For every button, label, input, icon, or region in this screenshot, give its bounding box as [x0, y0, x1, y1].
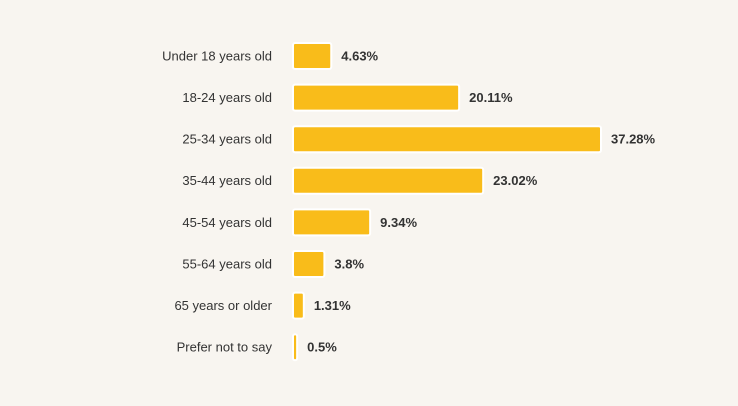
- bar: [292, 83, 461, 112]
- value-label: 4.63%: [341, 48, 378, 63]
- bar: [292, 208, 372, 237]
- value-label: 23.02%: [493, 173, 538, 188]
- bar: [292, 166, 485, 195]
- bar: [292, 250, 326, 278]
- category-label: 35-44 years old: [182, 173, 272, 188]
- category-label: 45-54 years old: [182, 215, 272, 230]
- category-label: 18-24 years old: [182, 90, 272, 105]
- value-label: 1.31%: [314, 298, 351, 313]
- value-label: 0.5%: [307, 340, 337, 355]
- category-label: 25-34 years old: [182, 132, 272, 147]
- value-label: 9.34%: [380, 215, 417, 230]
- bar: [292, 291, 305, 320]
- value-label: 3.8%: [334, 256, 364, 271]
- category-label: Under 18 years old: [162, 48, 272, 63]
- category-label: Prefer not to say: [177, 340, 273, 355]
- value-label: 37.28%: [611, 132, 656, 147]
- category-label: 65 years or older: [174, 298, 272, 313]
- value-label: 20.11%: [469, 90, 513, 105]
- bar: [292, 125, 602, 154]
- category-label: 55-64 years old: [182, 256, 272, 271]
- bar: [292, 42, 333, 70]
- bar: [292, 333, 299, 362]
